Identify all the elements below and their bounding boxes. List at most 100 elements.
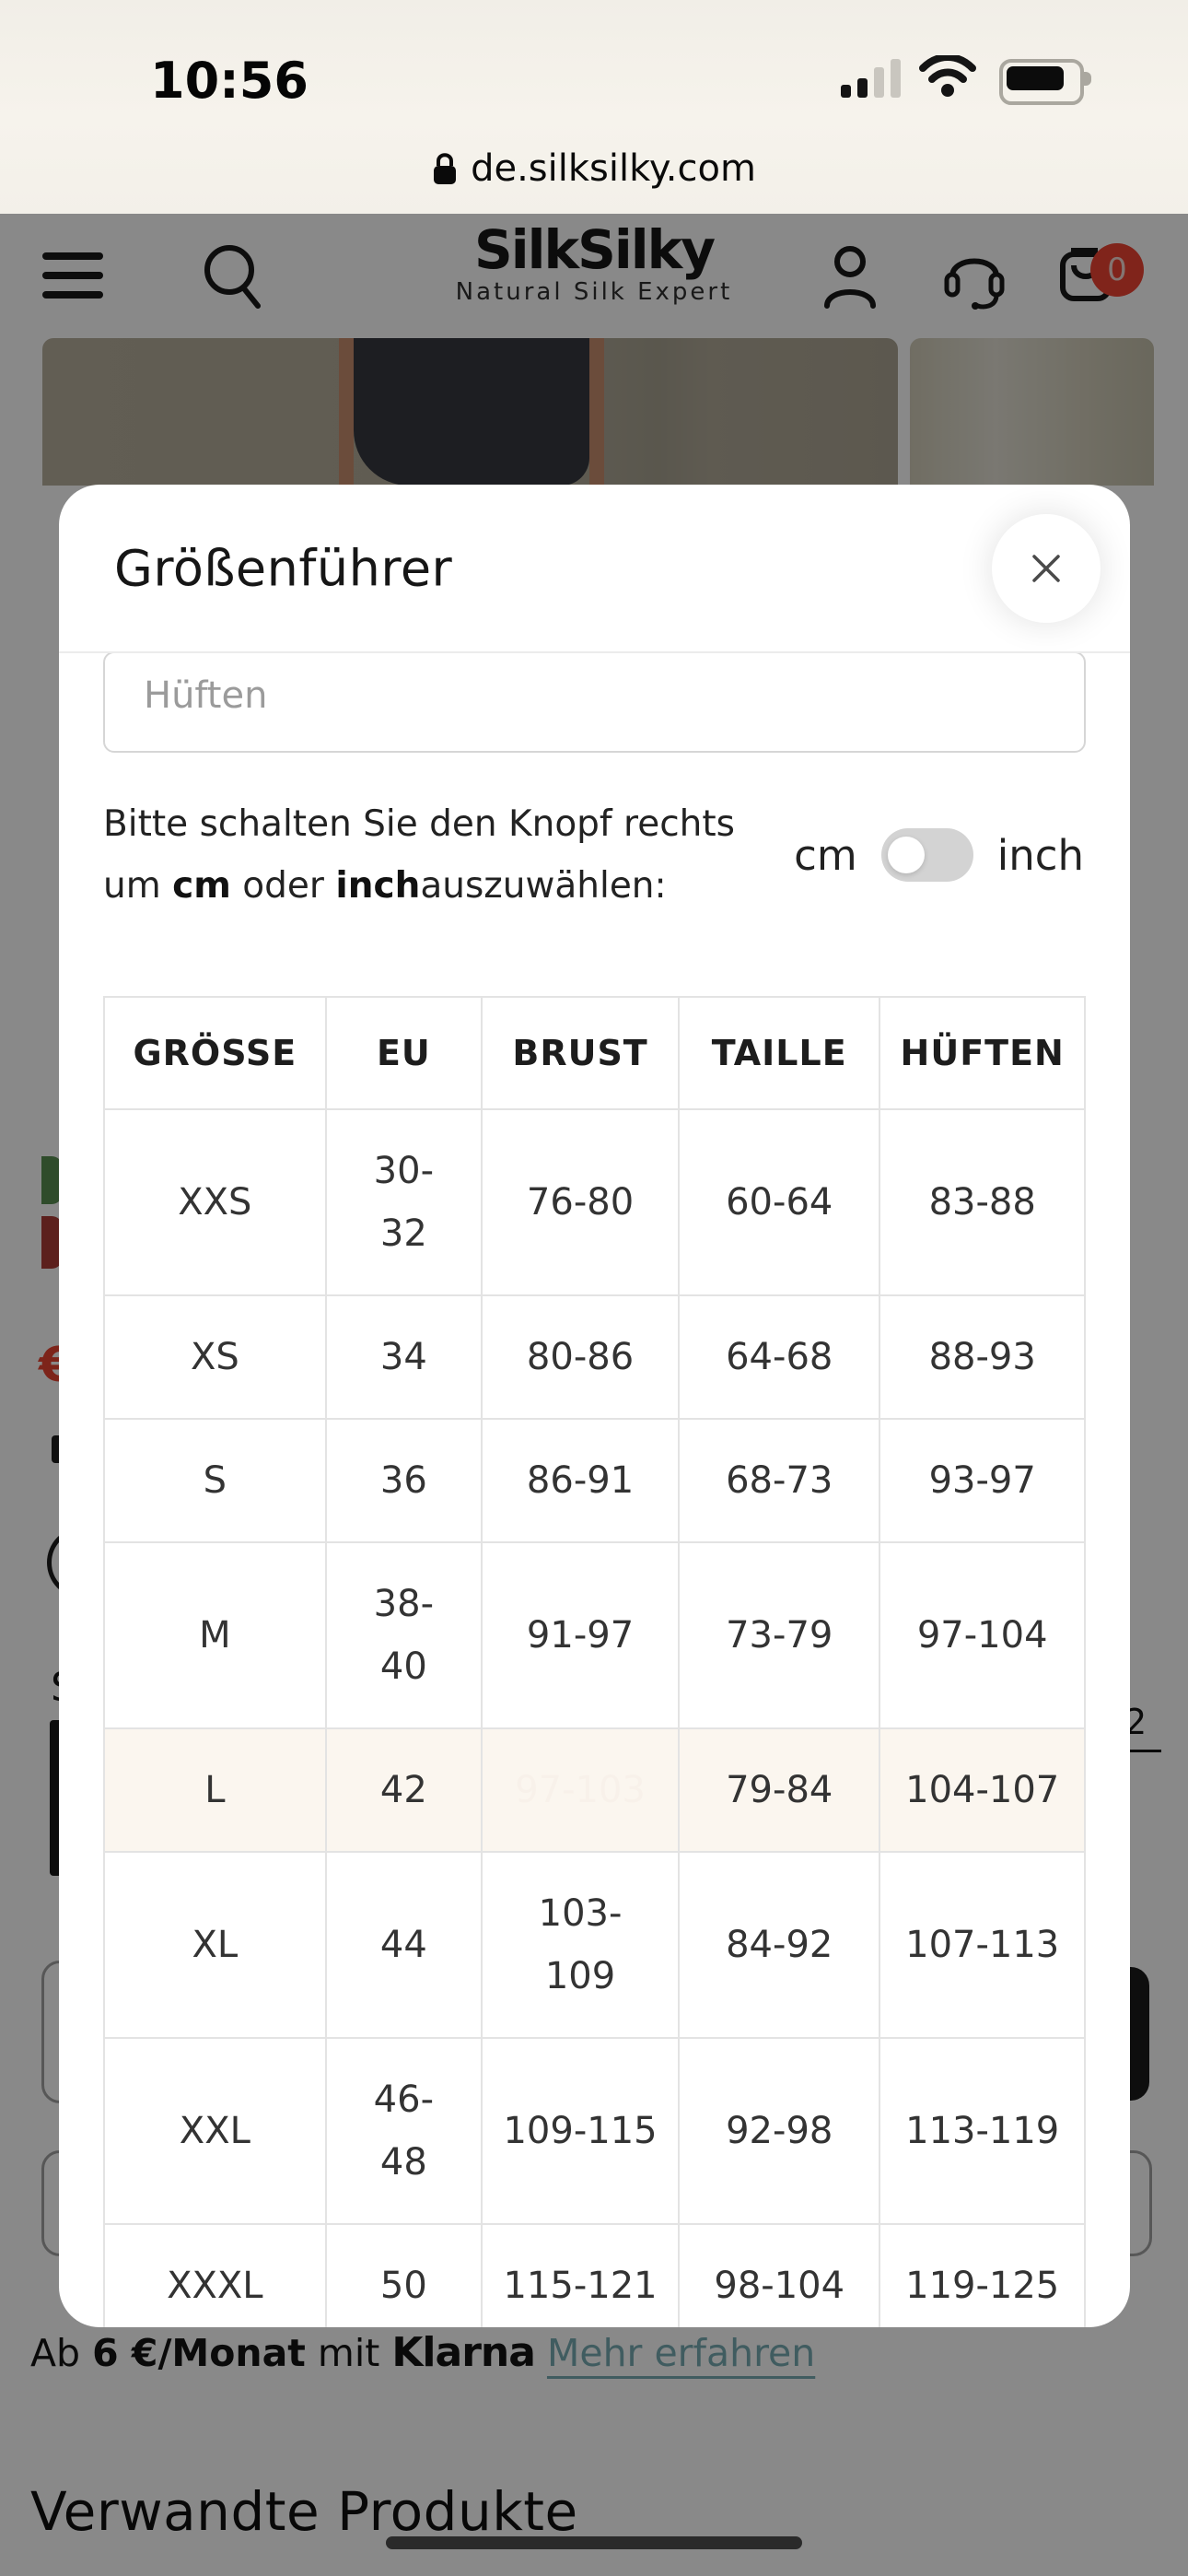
table-cell-size: XXL [103,2037,327,2225]
table-cell-brust: 80-86 [481,1294,681,1420]
unit-instruction: Bitte schalten Sie den Knopf rechts um c… [103,803,736,907]
table-cell-brust: 76-80 [481,1108,681,1296]
headset-icon[interactable] [941,240,1007,313]
table-cell-hueften: 107-113 [879,1851,1086,2039]
table-row: XS 34 80-86 64-68 88-93 [103,1294,1086,1420]
table-cell-eu: 38- 40 [324,1541,483,1729]
product-image-carousel[interactable] [0,338,1188,486]
price-euro-fragment: € [39,1338,63,1393]
close-icon [1032,555,1060,582]
site-logo[interactable]: SilkSilky Natural Silk Expert [456,221,733,306]
table-cell-brust: 103- 109 [481,1851,681,2039]
table-row: XXS 30- 32 76-80 60-64 83-88 [103,1108,1086,1296]
klarna-financing-line: Ab 6 €/Monat mit Klarna Mehr erfahren [30,2329,816,2376]
table-row: XL 44 103- 109 84-92 107-113 [103,1851,1086,2039]
black-silk-dress [354,338,589,486]
klarna-learn-more-link[interactable]: Mehr erfahren [546,2331,816,2375]
table-cell-brust: 86-91 [481,1418,681,1543]
table-cell-eu: 42 [324,1727,483,1853]
url-text: de.silksilky.com [471,147,756,190]
column-header: TAILLE [678,996,881,1110]
color-swatch-red[interactable] [41,1216,63,1269]
status-bar: 10:56 de.silksilky.com [0,0,1188,214]
battery-icon [999,59,1084,105]
table-cell-hueften: 119-125 [879,2223,1086,2327]
table-cell-taille: 64-68 [678,1294,881,1420]
table-cell-size: XS [103,1294,327,1420]
model-arm-right [589,338,604,486]
table-cell-hueften: 113-119 [879,2037,1086,2225]
toggle-knob [887,837,925,873]
clock: 10:56 [150,52,309,110]
table-cell-size: XXXL [103,2223,327,2327]
size-guide-modal: Größenführer Bitte schalten Sie den Knop… [59,485,1130,2327]
table-cell-hueften: 83-88 [879,1108,1086,1296]
wifi-icon [919,55,976,98]
inch-label: inch [996,830,1084,880]
table-cell-taille: 68-73 [678,1418,881,1543]
table-cell-taille: 98-104 [678,2223,881,2327]
column-header: BRUST [481,996,681,1110]
table-cell-taille: 92-98 [678,2037,881,2225]
size-table: GRÖSSE EU BRUST TAILLE HÜFTEN XXS 30- 32 76-80… [103,996,1086,2327]
table-cell-hueften: 88-93 [879,1294,1086,1420]
column-header: EU [324,996,483,1110]
table-cell-brust: 91-97 [481,1541,681,1729]
table-cell-taille: 84-92 [678,1851,881,2039]
table-cell-eu: 44 [324,1851,483,2039]
modal-body: Bitte schalten Sie den Knopf rechts um c… [59,651,1130,2327]
table-cell-brust: 97-103 [481,1727,681,1853]
signal-icon [841,59,901,98]
product-photo-next [910,338,1154,486]
modal-header: Größenführer [59,485,1130,653]
table-cell-eu: 30- 32 [324,1108,483,1296]
klarna-logo: Klarna [391,2329,536,2376]
hips-input[interactable] [103,651,1086,753]
table-cell-hueften: 93-97 [879,1418,1086,1543]
table-header-row: GRÖSSE EU BRUST TAILLE HÜFTEN [103,996,1086,1110]
close-button[interactable] [992,514,1101,623]
battery-tip [1084,72,1091,86]
search-icon[interactable] [201,241,265,310]
column-header: GRÖSSE [103,996,327,1110]
table-cell-taille: 60-64 [678,1108,881,1296]
table-cell-eu: 46- 48 [324,2037,483,2225]
table-row: XXXL 50 115-121 98-104 119-125 [103,2223,1086,2327]
cm-label: cm [794,830,857,880]
table-cell-eu: 50 [324,2223,483,2327]
table-cell-eu: 34 [324,1294,483,1420]
table-cell-size: M [103,1541,327,1729]
lock-icon [434,153,457,184]
menu-icon[interactable] [42,252,103,310]
column-header: HÜFTEN [879,996,1086,1110]
table-cell-size: XL [103,1851,327,2039]
unit-toggle-group: cm inch [794,828,1086,882]
table-row: M 38- 40 91-97 73-79 97-104 [103,1541,1086,1729]
unit-toggle[interactable] [880,828,973,882]
logo-tagline: Natural Silk Expert [455,278,733,306]
table-cell-size: L [103,1727,327,1853]
logo-text: SilkSilky [473,218,716,281]
product-photo-main [42,338,898,486]
color-swatch-green[interactable] [41,1156,63,1204]
table-cell-brust: 115-121 [481,2223,681,2327]
model-arm-left [339,338,354,486]
table-cell-eu: 36 [324,1418,483,1543]
cart-count-badge: 0 [1090,243,1144,297]
table-cell-taille: 73-79 [678,1541,881,1729]
table-row: L 42 97-103 79-84 104-107 [103,1727,1086,1853]
table-cell-taille: 79-84 [678,1727,881,1853]
home-indicator[interactable] [386,2536,802,2549]
address-bar[interactable]: de.silksilky.com [0,147,1188,190]
site-header: SilkSilky Natural Silk Expert [0,214,1188,338]
table-cell-size: XXS [103,1108,327,1296]
user-icon[interactable] [821,243,879,310]
table-row: XXL 46- 48 109-115 92-98 113-119 [103,2037,1086,2225]
table-cell-hueften: 97-104 [879,1541,1086,1729]
modal-title: Größenführer [114,539,453,597]
table-cell-size: S [103,1418,327,1543]
table-row: S 36 86-91 68-73 93-97 [103,1418,1086,1543]
table-cell-brust: 109-115 [481,2037,681,2225]
related-products-title: Verwandte Produkte [30,2480,578,2543]
